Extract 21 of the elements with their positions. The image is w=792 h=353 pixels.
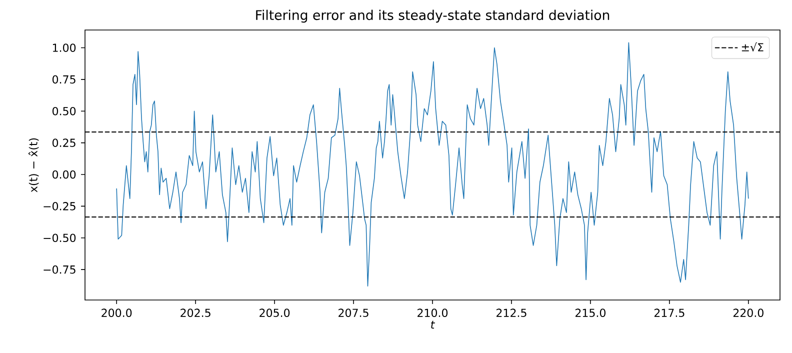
chart-title: Filtering error and its steady-state standard deviation	[256, 10, 610, 23]
y-tick-label: −0.75	[44, 265, 76, 274]
y-tick-label: −0.50	[44, 234, 76, 242]
x-tick-label: 215.0	[575, 308, 606, 318]
y-tick-label: 0.25	[52, 138, 76, 147]
y-axis-title: x(t) − x̂(t)	[28, 138, 39, 192]
x-tick-label: 207.5	[338, 308, 368, 318]
y-tick-label: 0.75	[52, 75, 76, 84]
x-tick-label: 212.5	[496, 308, 526, 318]
legend-label: ±√Σ	[742, 42, 764, 52]
y-tick-label: 0.50	[52, 106, 76, 116]
x-axis-title: t	[431, 320, 436, 329]
y-tick-label: −0.25	[44, 202, 76, 210]
x-tick-label: 202.5	[180, 308, 210, 318]
x-tick-label: 205.0	[260, 308, 290, 318]
x-tick-label: 217.5	[654, 308, 684, 318]
x-tick-label: 210.0	[418, 308, 448, 318]
x-tick-label: 200.0	[102, 308, 132, 318]
y-tick-label: 0.00	[52, 170, 76, 179]
y-tick-label: 1.00	[52, 44, 76, 52]
x-tick-label: 220.0	[733, 308, 764, 318]
